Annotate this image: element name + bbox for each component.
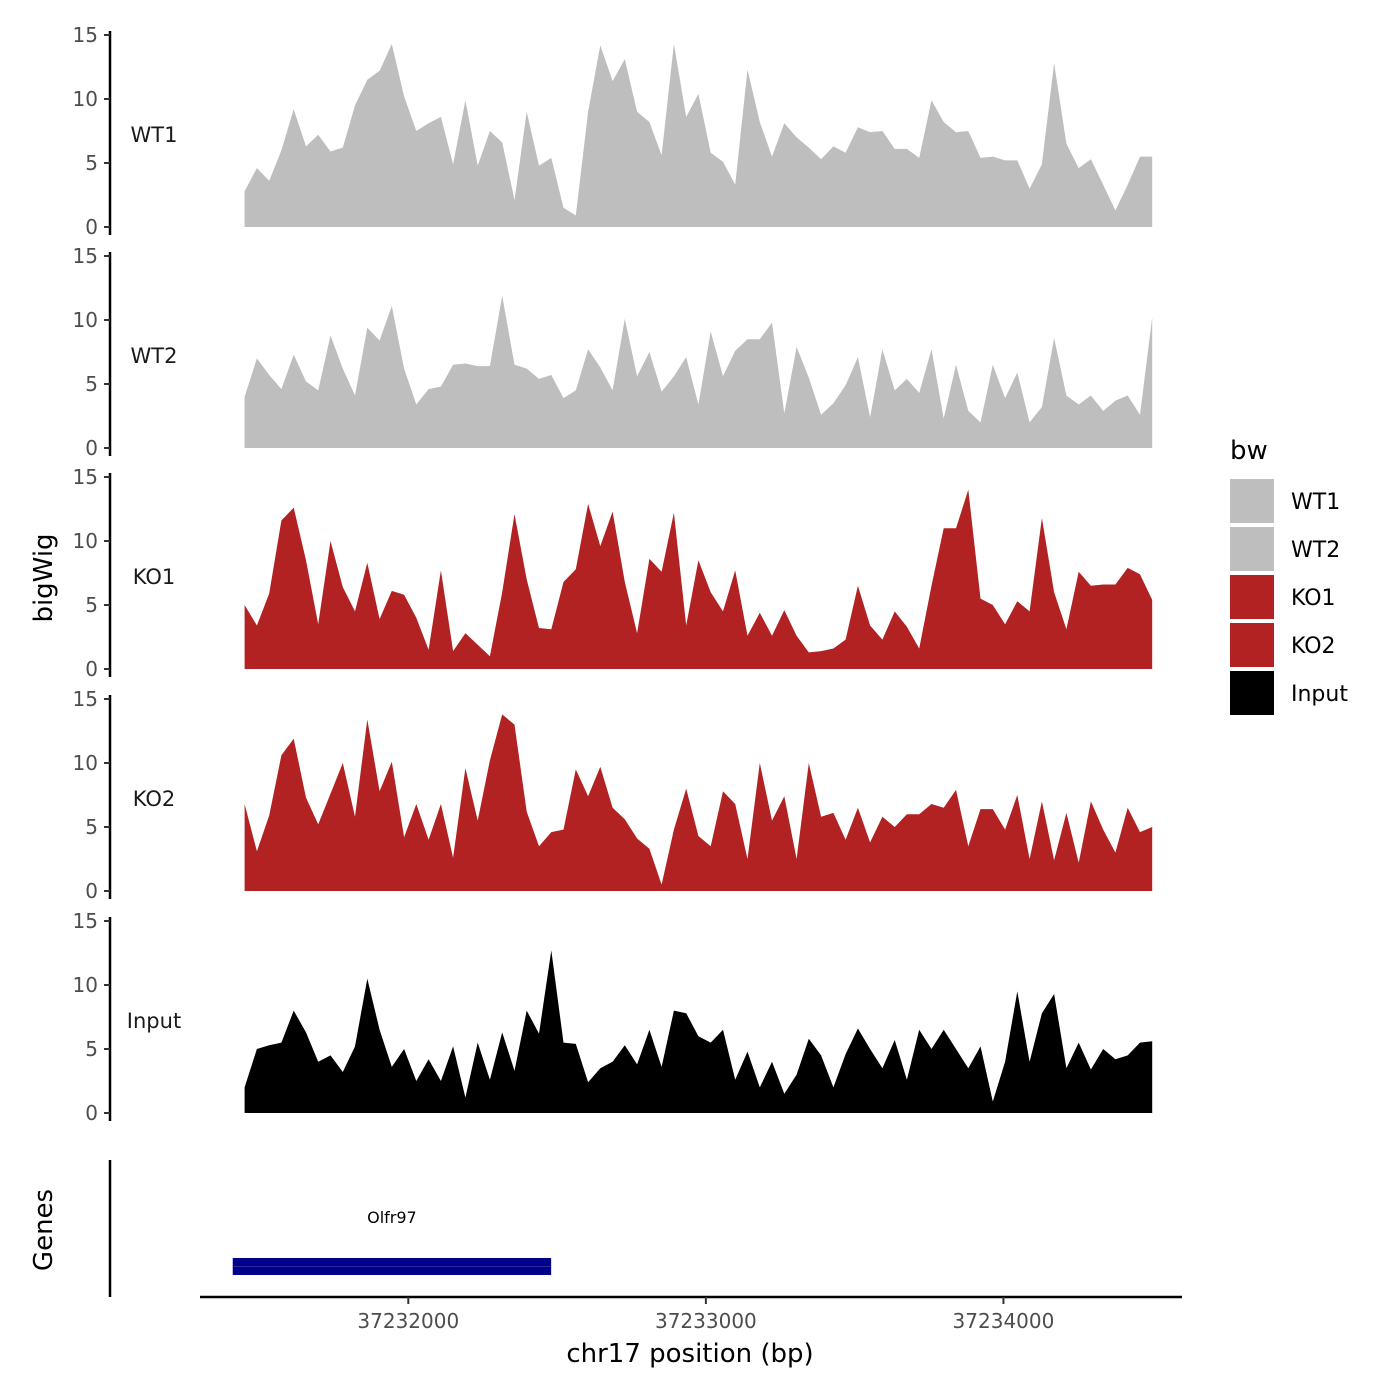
signal-area-wt2 bbox=[244, 295, 1153, 448]
legend: bw WT1 WT2 KO1 KO2 Input bbox=[1230, 436, 1348, 715]
legend-key-wt1 bbox=[1230, 479, 1274, 523]
gene-panel: Olfr97 bbox=[108, 1160, 552, 1297]
track-ko1: 0 5 10 15 KO1 bbox=[73, 465, 1153, 681]
signal-area-input bbox=[244, 950, 1153, 1113]
y-tick-label: 10 bbox=[73, 308, 98, 332]
y-tick-label: 5 bbox=[85, 593, 98, 617]
y-tick-label: 15 bbox=[73, 687, 98, 711]
signal-area-ko2 bbox=[244, 714, 1153, 891]
y-tick-label: 15 bbox=[73, 23, 98, 47]
y-axis-title: bigWig bbox=[29, 533, 59, 622]
x-tick-label: 37232000 bbox=[357, 1309, 459, 1333]
legend-title: bw bbox=[1230, 436, 1268, 466]
y-tick-label: 0 bbox=[85, 879, 98, 903]
y-tick-label: 10 bbox=[73, 87, 98, 111]
signal-area-wt1 bbox=[244, 44, 1153, 227]
x-axis-title: chr17 position (bp) bbox=[566, 1339, 813, 1369]
legend-label-input: Input bbox=[1291, 682, 1348, 707]
track-label: WT2 bbox=[131, 344, 178, 368]
y-tick-label: 5 bbox=[85, 1037, 98, 1061]
y-tick-label: 0 bbox=[85, 657, 98, 681]
track-label: WT1 bbox=[131, 123, 178, 147]
track-wt1: 0 5 10 15 WT1 bbox=[73, 23, 1153, 239]
y-tick-label: 5 bbox=[85, 372, 98, 396]
legend-label-wt2: WT2 bbox=[1291, 538, 1340, 563]
legend-key-wt2 bbox=[1230, 527, 1274, 571]
y-tick-label: 0 bbox=[85, 215, 98, 239]
signal-tracks: 0 5 10 15 WT1 0 5 10 15 WT2 0 5 10 15 KO1 0 5 10 15 KO2 0 5 10… bbox=[73, 23, 1153, 1125]
y-tick-label: 10 bbox=[73, 751, 98, 775]
y-tick-label: 5 bbox=[85, 151, 98, 175]
x-tick-label: 37234000 bbox=[953, 1309, 1055, 1333]
y-tick-label: 5 bbox=[85, 815, 98, 839]
legend-label-ko1: KO1 bbox=[1291, 586, 1336, 611]
track-label: Input bbox=[127, 1009, 181, 1033]
track-label: KO1 bbox=[133, 565, 176, 589]
y-tick-label: 15 bbox=[73, 465, 98, 489]
legend-key-input bbox=[1230, 671, 1274, 715]
legend-label-wt1: WT1 bbox=[1291, 490, 1340, 515]
track-label: KO2 bbox=[133, 787, 176, 811]
signal-area-ko1 bbox=[244, 489, 1153, 669]
x-tick-label: 37233000 bbox=[655, 1309, 757, 1333]
x-axis: 37232000 37233000 37234000 bbox=[200, 1295, 1182, 1333]
y-tick-label: 15 bbox=[73, 244, 98, 268]
track-ko2: 0 5 10 15 KO2 bbox=[73, 687, 1153, 903]
y-tick-label: 0 bbox=[85, 436, 98, 460]
y-tick-label: 0 bbox=[85, 1101, 98, 1125]
y-tick-label: 10 bbox=[73, 529, 98, 553]
track-wt2: 0 5 10 15 WT2 bbox=[73, 244, 1153, 460]
legend-key-ko2 bbox=[1230, 623, 1274, 667]
legend-key-ko1 bbox=[1230, 575, 1274, 619]
y-tick-label: 10 bbox=[73, 973, 98, 997]
legend-label-ko2: KO2 bbox=[1291, 634, 1336, 659]
y-tick-label: 15 bbox=[73, 909, 98, 933]
genes-axis-title: Genes bbox=[29, 1189, 59, 1271]
gene-label: Olfr97 bbox=[367, 1208, 417, 1227]
track-input: 0 5 10 15 Input bbox=[73, 909, 1153, 1125]
